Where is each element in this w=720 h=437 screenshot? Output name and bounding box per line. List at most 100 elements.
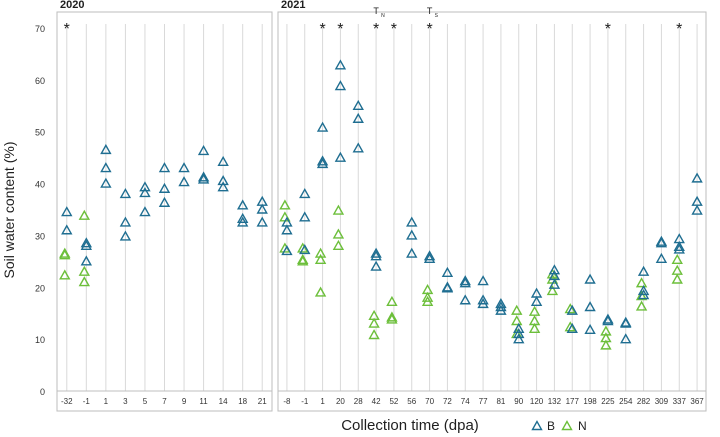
point-b-2021 — [602, 315, 614, 326]
x-tick-label: 42 — [372, 397, 381, 406]
point-n-2021 — [297, 255, 309, 266]
point-b-2021 — [691, 172, 703, 183]
point-b-2021 — [620, 333, 632, 344]
x-tick-label: 7 — [162, 397, 167, 406]
point-n-2021 — [421, 295, 434, 307]
point-b-2020 — [217, 175, 229, 186]
y-tick-label: 0 — [40, 387, 45, 397]
legend: B N — [531, 419, 587, 433]
legend-marker-triangle-b — [531, 420, 543, 431]
point-n-2021 — [600, 339, 612, 350]
y-tick-label: 60 — [35, 76, 45, 86]
point-b-2020 — [119, 230, 132, 241]
point-b-2020 — [158, 182, 171, 193]
point-n-2020 — [78, 209, 91, 220]
point-b-2021 — [673, 240, 685, 252]
x-tick-label: -32 — [61, 397, 73, 406]
point-n-2021 — [297, 253, 309, 265]
point-b-2021 — [459, 277, 471, 288]
x-tick-label: -8 — [283, 397, 291, 406]
y-axis-title: Soil water content (%) — [1, 142, 17, 279]
point-b-2021 — [566, 304, 578, 315]
point-n-2021 — [314, 247, 327, 258]
point-n-2021 — [314, 253, 327, 265]
point-n-2020 — [78, 265, 91, 276]
point-b-2020 — [139, 186, 151, 198]
significance-star: * — [605, 21, 611, 38]
x-tick-label: 11 — [199, 397, 208, 406]
x-tick-label: 90 — [514, 397, 523, 406]
point-b-2021 — [281, 245, 293, 256]
point-b-2021 — [477, 297, 489, 309]
significance-star: * — [337, 21, 343, 38]
point-n-2021 — [421, 291, 434, 302]
point-b-2021 — [370, 260, 382, 271]
point-b-2021 — [352, 142, 364, 153]
point-b-2020 — [178, 162, 190, 173]
point-b-2021 — [637, 289, 650, 300]
point-b-2021 — [530, 295, 543, 307]
point-n-2021 — [332, 228, 345, 239]
point-b-2021 — [602, 313, 614, 324]
x-tick-label: 9 — [182, 397, 187, 406]
point-n-2021 — [279, 199, 291, 210]
x-tick-label: 177 — [566, 397, 580, 406]
point-b-2021 — [513, 322, 525, 333]
point-b-2021 — [655, 252, 668, 263]
x-tick-label: 337 — [673, 397, 687, 406]
point-n-2021 — [511, 315, 523, 326]
significance-star: * — [319, 21, 325, 38]
point-b-2021 — [495, 304, 507, 315]
point-n-2021 — [564, 303, 576, 314]
point-b-2020 — [139, 206, 151, 217]
point-b-2021 — [316, 157, 329, 169]
point-n-2021 — [297, 242, 309, 253]
y-tick-label: 70 — [35, 24, 45, 34]
point-b-2021 — [299, 188, 311, 199]
point-b-2020 — [236, 216, 249, 227]
point-b-2021 — [637, 284, 650, 296]
x-tick-label: 74 — [461, 397, 470, 406]
point-b-2021 — [406, 229, 418, 240]
panel-year-label: 2021 — [281, 0, 305, 11]
x-tick-label: 20 — [336, 397, 345, 406]
point-n-2021 — [386, 311, 398, 322]
point-b-2021 — [281, 224, 293, 235]
point-b-2021 — [423, 250, 436, 261]
point-b-2021 — [441, 266, 454, 277]
point-b-2020 — [217, 155, 229, 166]
point-b-2021 — [352, 112, 364, 123]
point-n-2021 — [511, 304, 523, 315]
annotation-subscript: N — [381, 13, 385, 19]
point-n-2021 — [671, 273, 683, 284]
point-b-2020 — [119, 188, 132, 199]
y-tick-label: 40 — [35, 180, 45, 190]
point-b-2021 — [370, 247, 382, 258]
point-b-2021 — [566, 322, 578, 333]
point-b-2020 — [80, 239, 93, 251]
point-b-2020 — [139, 181, 151, 192]
point-b-2021 — [334, 151, 347, 162]
point-n-2021 — [671, 253, 683, 265]
x-tick-label: 28 — [354, 397, 363, 406]
point-n-2021 — [368, 317, 380, 328]
x-tick-label: 77 — [479, 397, 488, 406]
point-b-2021 — [584, 323, 596, 335]
x-tick-label: 81 — [496, 397, 505, 406]
point-b-2021 — [620, 317, 632, 328]
x-tick-label: 1 — [320, 397, 325, 406]
legend-marker-n — [561, 420, 573, 431]
x-tick-label: 1 — [104, 397, 109, 406]
point-b-2021 — [495, 301, 507, 312]
point-b-2021 — [406, 247, 418, 258]
x-tick-label: 14 — [219, 397, 228, 406]
point-n-2021 — [528, 322, 541, 333]
point-b-2021 — [441, 282, 454, 293]
point-b-2020 — [119, 216, 132, 227]
point-b-2020 — [178, 176, 190, 187]
gridlines — [66, 24, 698, 391]
point-b-2021 — [352, 99, 364, 110]
